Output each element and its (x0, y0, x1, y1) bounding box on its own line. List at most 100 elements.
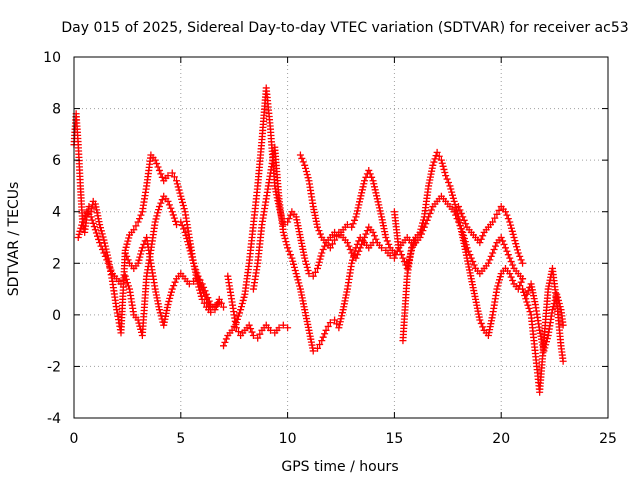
data-point (314, 264, 322, 272)
data-point (365, 166, 373, 174)
data-point (134, 259, 142, 267)
data-point (281, 235, 289, 243)
data-point (523, 298, 531, 306)
data-point (168, 169, 176, 177)
data-point (155, 166, 163, 174)
data-point (319, 246, 327, 254)
data-point (215, 295, 223, 303)
data-point (541, 344, 549, 352)
data-point (309, 272, 317, 280)
data-point (501, 244, 509, 252)
data-point (366, 170, 374, 178)
data-point (328, 240, 336, 248)
data-point (491, 214, 499, 222)
data-point (174, 183, 182, 191)
y-tick-label: 4 (52, 205, 61, 221)
data-point (395, 244, 403, 252)
data-point (509, 230, 517, 238)
data-point (90, 223, 98, 231)
data-point (495, 276, 503, 284)
data-point (448, 188, 456, 196)
data-point (356, 244, 364, 252)
data-point (156, 309, 164, 317)
data-point (374, 198, 382, 206)
data-point (168, 208, 176, 216)
data-point (98, 246, 106, 254)
data-point (181, 228, 189, 236)
data-point (170, 214, 178, 222)
data-point (164, 172, 172, 180)
data-point (441, 169, 449, 177)
data-point (314, 223, 322, 231)
data-point (336, 318, 344, 326)
data-point (453, 215, 461, 223)
data-point (370, 183, 378, 191)
data-point (184, 238, 192, 246)
data-point (450, 197, 458, 205)
data-point (368, 173, 376, 181)
data-point (179, 202, 187, 210)
data-point (117, 280, 125, 288)
data-point (283, 241, 291, 249)
data-point (106, 263, 114, 271)
data-point (122, 275, 130, 283)
data-point (343, 221, 351, 229)
data-point (496, 273, 504, 281)
data-point (338, 312, 346, 320)
data-point (559, 321, 567, 329)
data-point (460, 235, 468, 243)
data-point (448, 191, 456, 199)
data-point (217, 299, 225, 307)
data-point (517, 256, 525, 264)
data-point (356, 198, 364, 206)
data-point (419, 227, 427, 235)
data-point (507, 273, 515, 281)
data-point (450, 208, 458, 216)
data-point (318, 337, 326, 345)
data-point (435, 152, 443, 160)
data-point (519, 285, 527, 293)
data-point (517, 278, 525, 286)
data-point (479, 323, 487, 331)
data-point (305, 270, 313, 278)
data-point (152, 215, 160, 223)
data-point (503, 211, 511, 219)
data-point (87, 213, 95, 221)
data-point (352, 213, 360, 221)
data-point (484, 259, 492, 267)
data-point (196, 289, 204, 297)
data-point (89, 219, 97, 227)
data-point (360, 180, 368, 188)
data-point (462, 220, 470, 228)
data-point (175, 186, 183, 194)
data-point (294, 276, 302, 284)
data-point (525, 304, 533, 312)
data-point (180, 225, 188, 233)
data-point (333, 232, 341, 240)
data-point (417, 230, 425, 238)
data-point (420, 223, 428, 231)
data-point (96, 221, 104, 229)
data-point (345, 242, 353, 250)
data-point (501, 208, 509, 216)
data-point (191, 263, 199, 271)
data-point (121, 272, 129, 280)
data-point (457, 209, 465, 217)
data-point (296, 151, 304, 159)
data-point (553, 290, 561, 298)
data-point (493, 210, 501, 218)
data-point (309, 347, 317, 355)
data-point (311, 268, 319, 276)
data-point (386, 252, 394, 260)
data-point (103, 256, 111, 264)
data-point (124, 282, 132, 290)
data-point (153, 160, 161, 168)
data-point (158, 173, 166, 181)
data-point (202, 290, 210, 298)
data-point (132, 222, 140, 230)
plot-frame (73, 56, 609, 419)
data-point (96, 224, 104, 232)
data-point (124, 237, 132, 245)
data-point (158, 196, 166, 204)
data-point (460, 231, 468, 239)
